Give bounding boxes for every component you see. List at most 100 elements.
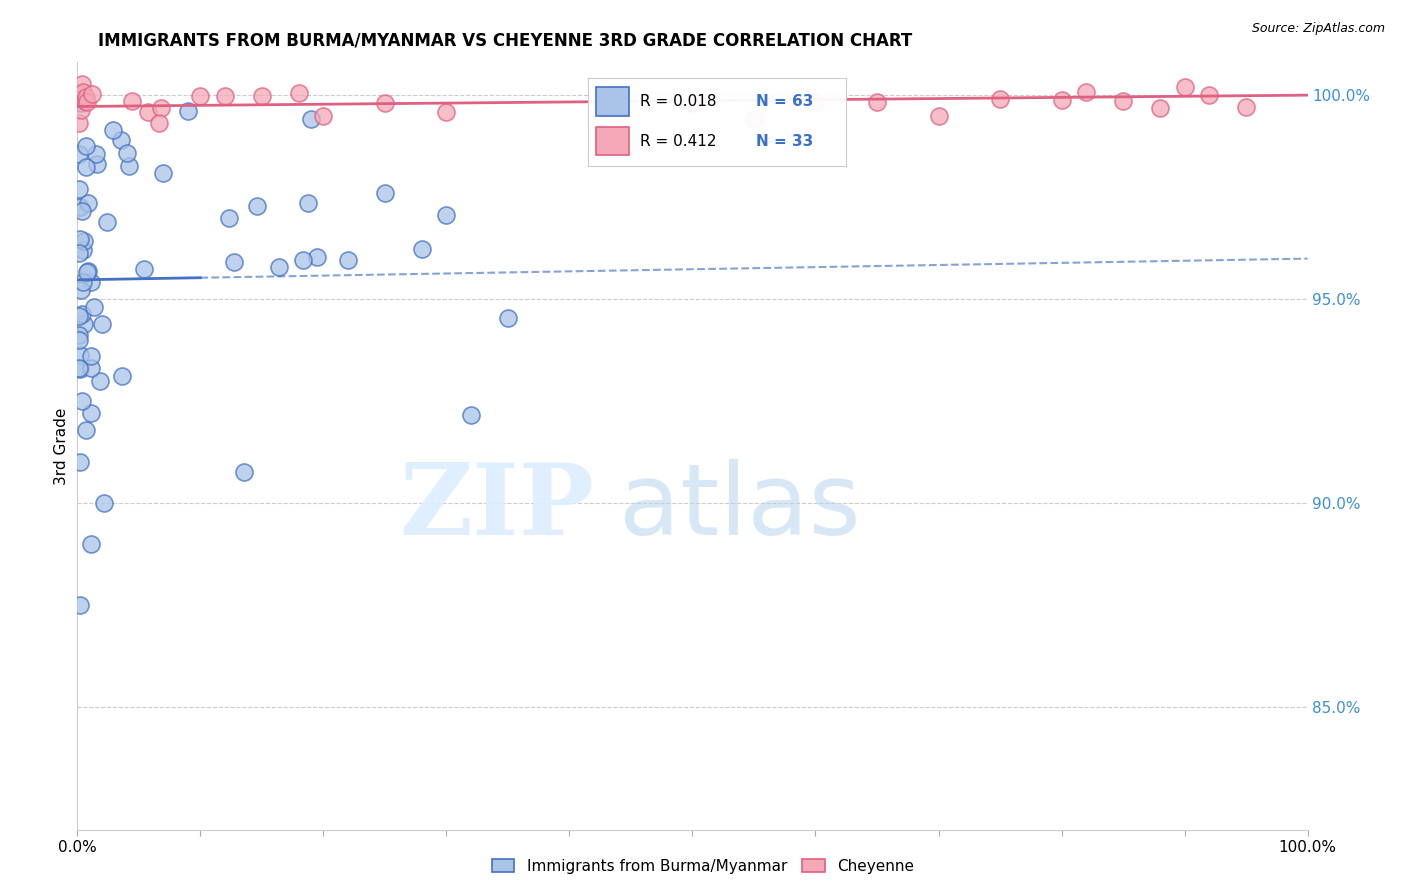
Point	[132, 262, 155, 277]
Point	[297, 195, 319, 210]
Point	[307, 250, 329, 264]
Point	[69, 87, 91, 102]
Point	[80, 406, 103, 420]
Point	[73, 234, 96, 248]
Point	[188, 88, 212, 103]
Point	[67, 182, 90, 196]
Text: Source: ZipAtlas.com: Source: ZipAtlas.com	[1251, 22, 1385, 36]
Point	[115, 145, 138, 160]
Point	[69, 362, 91, 376]
Y-axis label: 3rd Grade: 3rd Grade	[53, 408, 69, 484]
Point	[1149, 101, 1171, 115]
Point	[93, 496, 115, 510]
Point	[1050, 93, 1073, 107]
Point	[76, 265, 98, 279]
Point	[460, 409, 482, 423]
Point	[337, 252, 360, 267]
Point	[77, 196, 100, 211]
Legend: Immigrants from Burma/Myanmar, Cheyenne: Immigrants from Burma/Myanmar, Cheyenne	[485, 853, 921, 880]
Point	[67, 146, 90, 161]
Point	[72, 308, 94, 322]
Point	[118, 159, 141, 173]
Point	[75, 139, 97, 153]
Point	[76, 95, 98, 109]
Point	[77, 263, 100, 277]
Point	[69, 455, 91, 469]
Text: ZIP: ZIP	[399, 458, 595, 556]
Point	[301, 112, 323, 127]
Point	[90, 317, 112, 331]
Point	[86, 157, 108, 171]
Point	[1234, 100, 1257, 114]
Point	[436, 104, 458, 119]
Point	[75, 90, 97, 104]
Point	[1198, 87, 1220, 102]
Point	[436, 207, 458, 221]
Point	[67, 116, 90, 130]
Point	[75, 423, 97, 437]
Point	[67, 333, 90, 347]
Point	[89, 374, 111, 388]
Point	[110, 133, 132, 147]
Point	[136, 105, 159, 120]
Point	[246, 198, 269, 212]
Point	[72, 394, 94, 409]
Point	[374, 96, 396, 111]
Point	[111, 368, 134, 383]
Point	[72, 85, 94, 99]
Point	[121, 94, 143, 108]
Point	[80, 537, 103, 551]
Point	[70, 103, 93, 117]
Point	[96, 215, 118, 229]
Point	[1174, 80, 1197, 95]
Text: IMMIGRANTS FROM BURMA/MYANMAR VS CHEYENNE 3RD GRADE CORRELATION CHART: IMMIGRANTS FROM BURMA/MYANMAR VS CHEYENN…	[98, 31, 912, 49]
Point	[218, 211, 240, 225]
Point	[69, 96, 91, 111]
Point	[214, 88, 236, 103]
Point	[75, 160, 97, 174]
Point	[149, 101, 172, 115]
Point	[288, 87, 311, 101]
Point	[72, 243, 94, 257]
Point	[73, 318, 96, 332]
Point	[82, 87, 104, 101]
Point	[177, 103, 200, 118]
Point	[70, 283, 93, 297]
Point	[69, 348, 91, 362]
Text: atlas: atlas	[619, 458, 860, 556]
Point	[1112, 94, 1135, 108]
Point	[988, 92, 1011, 106]
Point	[67, 328, 90, 343]
Point	[250, 89, 273, 103]
Point	[866, 95, 889, 110]
Point	[233, 465, 256, 479]
Point	[69, 598, 91, 612]
Point	[67, 361, 90, 376]
Point	[70, 77, 93, 91]
Point	[804, 95, 827, 109]
Point	[69, 232, 91, 246]
Point	[291, 253, 314, 268]
Point	[83, 300, 105, 314]
Point	[67, 245, 90, 260]
Point	[411, 242, 433, 256]
Point	[79, 361, 101, 376]
Point	[374, 186, 396, 201]
Point	[148, 116, 170, 130]
Point	[224, 254, 246, 268]
Point	[73, 95, 96, 109]
Point	[69, 200, 91, 214]
Point	[682, 95, 704, 110]
Point	[72, 275, 94, 289]
Point	[84, 147, 107, 161]
Point	[312, 109, 335, 123]
Point	[1076, 85, 1098, 99]
Point	[80, 275, 103, 289]
Point	[928, 110, 950, 124]
Point	[496, 311, 519, 326]
Point	[80, 349, 103, 363]
Point	[742, 112, 765, 127]
Point	[70, 203, 93, 218]
Point	[101, 123, 124, 137]
Point	[269, 260, 291, 274]
